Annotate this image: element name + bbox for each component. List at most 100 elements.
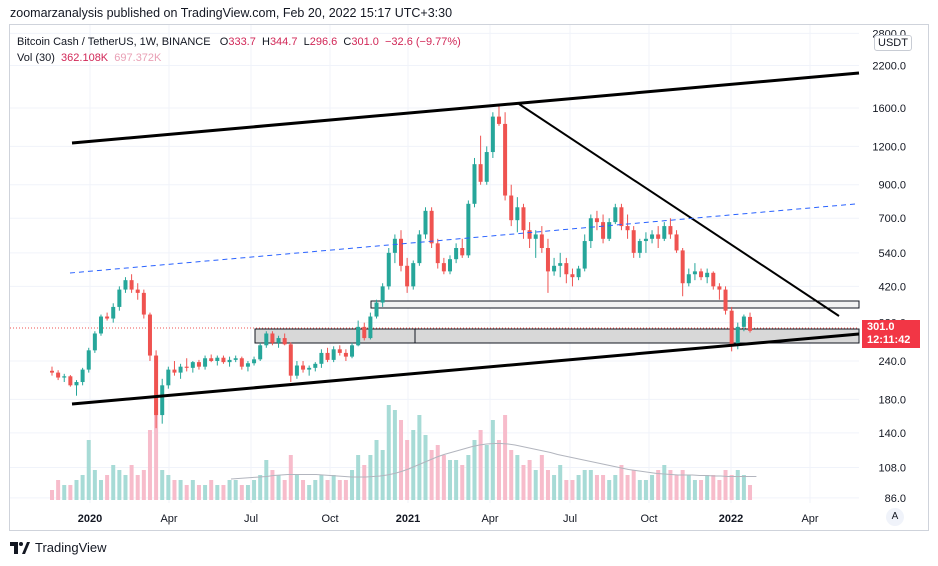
candle-body	[80, 369, 85, 383]
candle-body	[429, 210, 434, 244]
candle-body	[564, 263, 569, 275]
candle-body	[98, 316, 103, 334]
price-tick-label: 108.0	[878, 462, 906, 474]
candle	[533, 230, 538, 258]
price-tick-label: 180.0	[878, 394, 906, 406]
volume-bar	[117, 470, 122, 500]
candle	[454, 243, 459, 264]
candle	[233, 355, 238, 363]
volume-bar	[196, 485, 201, 500]
volume-value: 362.108K	[61, 52, 109, 64]
candle	[717, 283, 722, 300]
candle	[343, 349, 348, 361]
volume-bar	[325, 480, 330, 500]
volume-bar	[417, 415, 422, 500]
candle	[190, 361, 195, 373]
volume-bar	[552, 475, 557, 500]
high-label: H	[261, 36, 270, 48]
candle	[325, 347, 330, 363]
high-value: 344.7	[269, 36, 298, 48]
volume-bar	[154, 400, 159, 500]
volume-bar	[441, 455, 446, 500]
candle-body	[423, 210, 428, 235]
candle-body	[74, 382, 79, 386]
volume-bar	[503, 415, 508, 500]
volume-bar	[319, 475, 324, 500]
candle-body	[221, 357, 226, 363]
auto-scale-button[interactable]: A	[886, 508, 904, 526]
candle-body	[356, 326, 361, 346]
candle-body	[111, 306, 116, 319]
last-price-value: 301.0	[867, 321, 895, 333]
candle-body	[301, 365, 306, 370]
volume-bar	[619, 465, 624, 500]
candle	[313, 362, 318, 372]
candle-body	[576, 268, 581, 278]
candle	[258, 342, 263, 361]
price-tick-label: 1200.0	[872, 141, 906, 153]
candle-body	[117, 289, 122, 307]
price-tick-label: 1600.0	[872, 103, 906, 115]
price-tick-label: 420.0	[878, 281, 906, 293]
volume-bar	[711, 475, 716, 500]
candle	[435, 238, 440, 269]
candle	[411, 260, 416, 290]
volume-bar	[692, 480, 697, 500]
candle-body	[637, 241, 642, 253]
candle	[362, 322, 367, 341]
candle	[656, 226, 661, 249]
price-tick-label: 900.0	[878, 180, 906, 192]
candle-body	[325, 352, 330, 360]
symbol-title[interactable]: Bitcoin Cash / TetherUS, 1W, BINANCE	[17, 36, 211, 48]
candle-body	[209, 358, 214, 361]
candle-body	[613, 207, 618, 223]
time-axis[interactable]: 2020 Apr Jul Oct 2021 Apr Jul Oct 2022 Apr	[78, 513, 819, 525]
candle	[245, 361, 250, 372]
volume-bar	[209, 480, 214, 500]
low-label: L	[303, 36, 310, 48]
support-zone-lower	[254, 328, 860, 344]
candle-body	[741, 316, 746, 327]
candle	[239, 356, 244, 370]
candle-body	[105, 316, 110, 319]
time-tick-label: 2022	[719, 513, 743, 525]
candle	[129, 274, 134, 293]
volume-bar	[350, 470, 355, 500]
volume-bar	[496, 440, 501, 500]
volume-bar	[264, 460, 269, 500]
volume-label[interactable]: Vol (30)	[17, 52, 55, 64]
candle-body	[245, 363, 250, 367]
volume-bar	[613, 475, 618, 500]
candle-body	[123, 280, 128, 290]
candle	[447, 255, 452, 275]
candle-body	[558, 263, 563, 266]
volume-bar	[729, 475, 734, 500]
tradingview-brand[interactable]: TradingView	[35, 540, 107, 555]
price-tick-label: 540.0	[878, 248, 906, 260]
candle	[521, 203, 526, 239]
currency-button[interactable]: USDT	[874, 35, 912, 51]
volume-bar	[686, 475, 691, 500]
volume-bar	[637, 480, 642, 500]
volume-bar	[570, 480, 575, 500]
candle-body	[172, 369, 177, 373]
candle	[699, 268, 704, 281]
candle-body	[521, 207, 526, 231]
volume-bar	[98, 480, 103, 500]
candle	[466, 200, 471, 258]
volume-bar	[717, 480, 722, 500]
volume-bar	[699, 480, 704, 500]
candle	[307, 365, 312, 376]
candle-body	[178, 366, 183, 373]
candle	[692, 263, 697, 281]
candle-body	[515, 207, 520, 221]
candle	[98, 314, 103, 336]
candle	[386, 248, 391, 290]
candle-body	[239, 358, 244, 367]
candle-body	[331, 349, 336, 360]
candle	[252, 356, 257, 366]
price-axis[interactable]: 2800.02200.01600.01200.0900.0700.0540.04…	[872, 28, 906, 504]
candle-body	[729, 310, 734, 346]
time-tick-label: Apr	[801, 513, 818, 525]
